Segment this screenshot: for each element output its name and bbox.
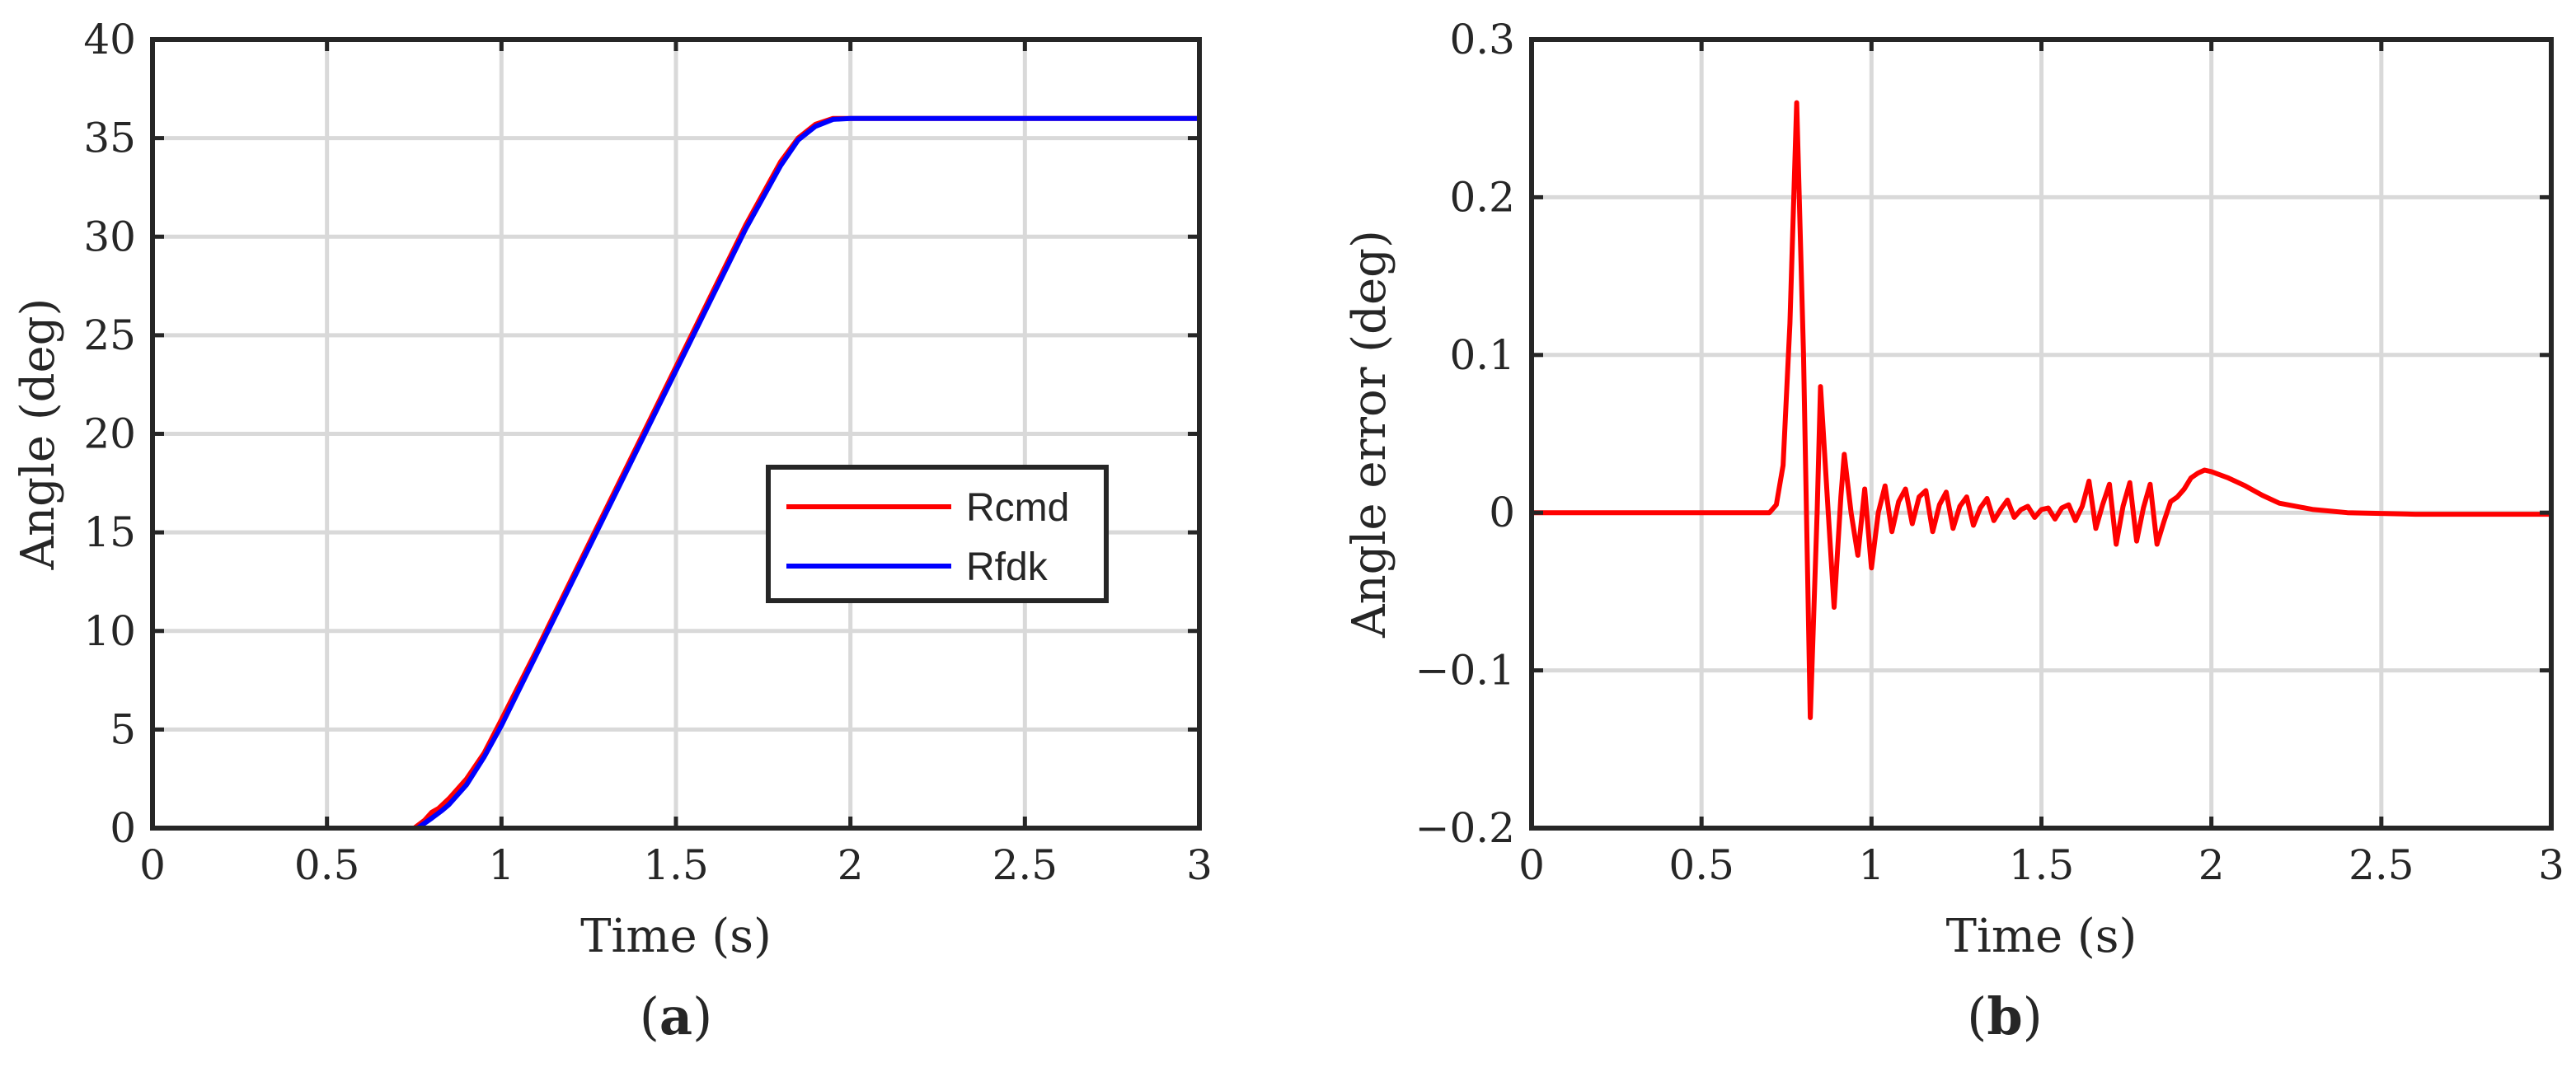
x-tick-label: 2.5	[992, 841, 1058, 889]
y-tick-label: −0.1	[1415, 647, 1515, 695]
y-tick-label: 0	[110, 804, 136, 852]
y-tick-label: 10	[83, 607, 136, 655]
x-tick-label: 1.5	[2009, 841, 2075, 889]
y-tick-label: 5	[110, 705, 136, 753]
y-tick-label: 20	[83, 410, 136, 458]
legend-box	[766, 465, 1109, 603]
x-tick-label: 0	[139, 841, 166, 889]
x-tick-label: 0.5	[294, 841, 360, 889]
x-tick-label: 2.5	[2348, 841, 2414, 889]
x-tick-label: 3	[2538, 841, 2564, 889]
x-tick-label: 3	[1186, 841, 1213, 889]
x-axis-label: Time (s)	[580, 910, 772, 963]
x-tick-label: 1.5	[643, 841, 709, 889]
x-tick-label: 2	[2198, 841, 2225, 889]
series-line-1	[1532, 100, 2551, 720]
y-tick-label: 35	[83, 115, 136, 162]
chart-panel-1: 0 0.5 1 1.5 2 2.5 3 −0.2 −0.1 0 0.1 0.2 0.3 Time (s) A…	[1343, 16, 2564, 963]
panel-label-1: (b)	[1967, 986, 2043, 1046]
y-tick-label: 15	[83, 508, 136, 556]
y-axis-label: Angle error (deg)	[1343, 230, 1396, 639]
legend-label-rcmd: Rcmd	[966, 486, 1069, 530]
panel-label-0: (a)	[640, 986, 713, 1046]
y-tick-label: 0.2	[1449, 173, 1515, 221]
x-tick-label: 0.5	[1668, 841, 1734, 889]
legend-label-rfdk: Rfdk	[966, 545, 1049, 589]
series-line-rfdk	[152, 115, 1199, 828]
y-tick-label: 25	[83, 311, 136, 359]
y-tick-label: 30	[83, 213, 136, 260]
y-axis-label: Angle (deg)	[12, 298, 65, 571]
y-tick-label: 0	[1489, 489, 1515, 536]
x-axis-label: Time (s)	[1946, 910, 2137, 963]
x-tick-label: 1	[488, 841, 514, 889]
x-tick-label: 1	[1858, 841, 1884, 889]
y-tick-label: 0.1	[1449, 331, 1515, 379]
y-tick-label: 0.3	[1449, 16, 1515, 63]
legend: Rcmd Rfdk	[766, 465, 1109, 603]
y-tick-label: −0.2	[1415, 804, 1515, 852]
x-tick-label: 0	[1518, 841, 1545, 889]
y-tick-label: 40	[83, 16, 136, 63]
x-tick-label: 2	[838, 841, 864, 889]
